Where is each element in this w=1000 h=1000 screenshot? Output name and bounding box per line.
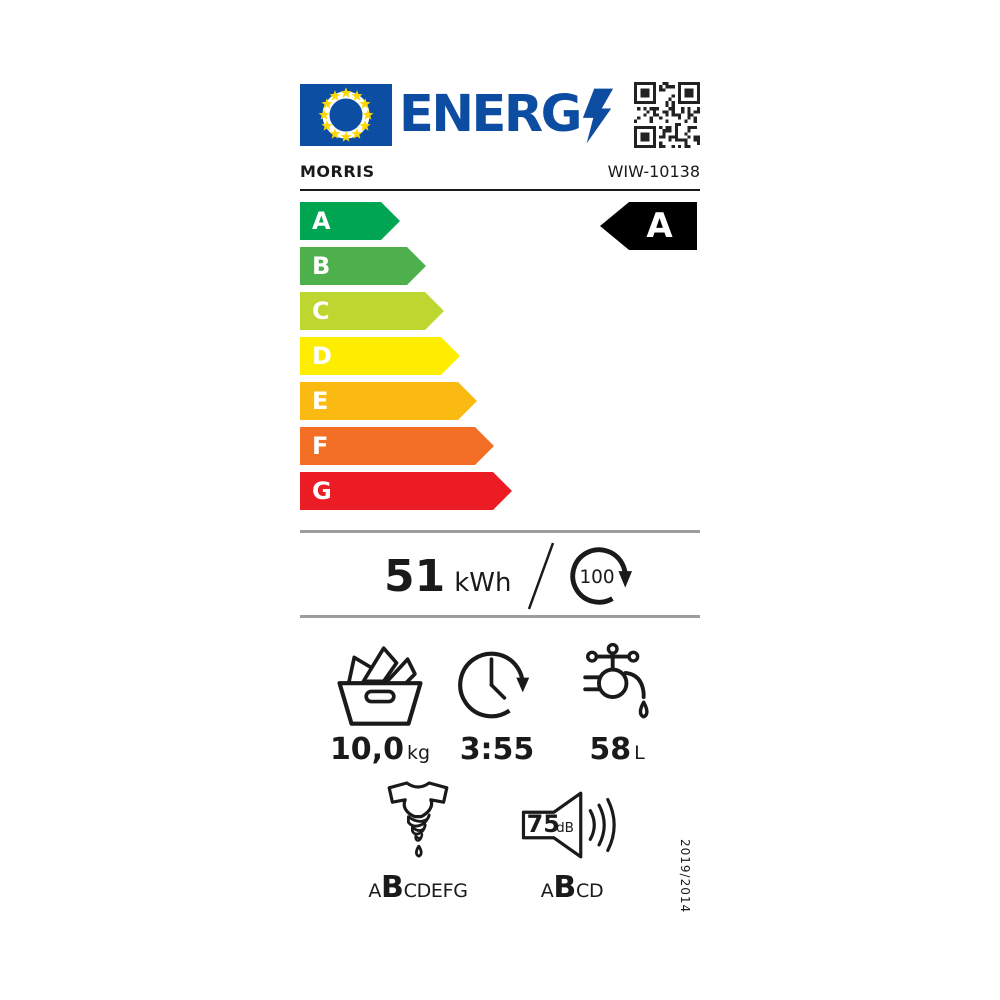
class-letter: E [312,387,329,415]
capacity-value: 10,0 [329,732,404,767]
class-arrow-a: A [300,202,400,240]
per-cycles-slash [528,542,555,610]
energy-number-group: 51 kWh [384,551,511,602]
class-letter: A [312,207,331,235]
rating-letter: A [646,206,673,246]
brand-row: MORRIS WIW-10138 [300,162,700,191]
spin-dry-icon [348,781,488,860]
noise-suffix: CD [575,880,604,902]
energ-logo-text: ENERG [399,85,583,144]
lightning-bolt-icon [582,88,614,144]
class-letter: D [312,342,332,370]
energy-unit: kWh [454,567,512,598]
divider-bottom [300,615,700,618]
water-unit: L [634,742,645,764]
energy-value: 51 [384,550,446,602]
class-letter: C [312,297,330,325]
capacity-value-line: 10,0 kg [315,732,445,767]
per-100-cycles-icon: 100 [570,547,633,605]
class-letter: G [312,477,332,505]
noise-db-value: 75 [527,810,560,838]
spin-suffix: CDEFG [403,880,468,902]
class-letter: B [312,252,331,280]
capacity-column: 10,0 kg [315,640,445,767]
spin-grade-line: ABCDEFG [348,870,488,905]
water-value: 58 [589,732,632,767]
noise-db-unit: dB [556,820,574,836]
energy-consumption-row: 51 kWh 100 [300,537,700,615]
noise-column: 75 dB ABCD [496,786,648,905]
duration-value: 3:55 [459,732,535,767]
noise-grade: B [553,870,576,905]
class-arrow-c: C [300,292,444,330]
energ-logo: ENERG [399,84,615,146]
qr-code [634,82,700,148]
class-arrow-d: D [300,337,460,375]
label-header: ENERG [300,82,700,148]
spin-grade: B [381,870,404,905]
spin-column: ABCDEFG [348,781,488,905]
noise-prefix: A [540,880,554,902]
noise-level-icon: 75 dB [496,786,648,860]
laundry-load-icon [315,640,445,728]
cycles-count: 100 [580,567,615,588]
eu-flag-icon [300,84,392,146]
water-tap-icon [552,640,682,728]
model-number: WIW-10138 [607,162,700,181]
capacity-unit: kg [406,742,431,764]
rating-arrow: A [600,202,697,250]
class-letter: F [312,432,329,460]
duration-column: 3:55 [432,640,562,767]
cycle-duration-icon [432,640,562,728]
regulation-number: 2019/2014 [678,839,692,914]
class-arrow-b: B [300,247,426,285]
class-arrow-e: E [300,382,477,420]
divider-top [300,530,700,533]
spin-prefix: A [368,880,382,902]
brand-name: MORRIS [300,162,375,181]
class-arrow-f: F [300,427,494,465]
water-column: 58 L [552,640,682,767]
noise-grade-line: ABCD [496,870,648,905]
class-arrow-g: G [300,472,512,510]
sound-waves [588,797,616,853]
water-value-line: 58 L [552,732,682,767]
